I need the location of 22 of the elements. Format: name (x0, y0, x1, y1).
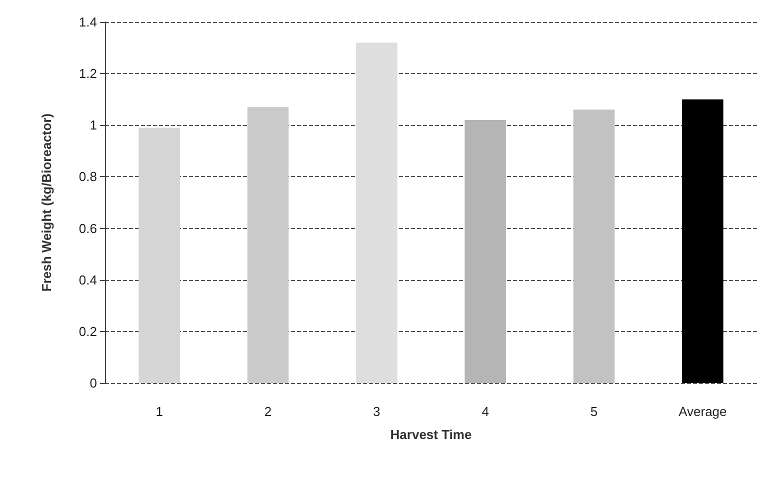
bar (682, 99, 724, 383)
y-tick-label: 0 (90, 376, 97, 390)
x-tick-label: 2 (264, 404, 272, 419)
x-axis-title: Harvest Time (390, 427, 472, 442)
x-tick-label: 5 (590, 404, 598, 419)
y-tick-label: 0.4 (78, 272, 97, 288)
bar (356, 42, 398, 383)
bar (573, 110, 615, 383)
x-tick-label: 1 (156, 404, 163, 419)
bar (247, 107, 289, 383)
bar (138, 128, 180, 383)
y-tick-label: 0.6 (78, 220, 97, 236)
y-tick-label: 1.4 (78, 14, 97, 30)
x-tick-label: 3 (373, 404, 380, 419)
y-tick-label: 1 (90, 118, 97, 133)
y-axis-title: Fresh Weight (kg/Bioreactor) (39, 113, 54, 292)
y-tick-label: 1.2 (78, 66, 97, 82)
bar (464, 120, 506, 383)
y-tick-label: 0.2 (78, 324, 97, 339)
x-tick-label: Average (678, 404, 727, 419)
y-tick-label: 0.8 (78, 169, 97, 184)
x-tick-label: 4 (482, 404, 489, 419)
